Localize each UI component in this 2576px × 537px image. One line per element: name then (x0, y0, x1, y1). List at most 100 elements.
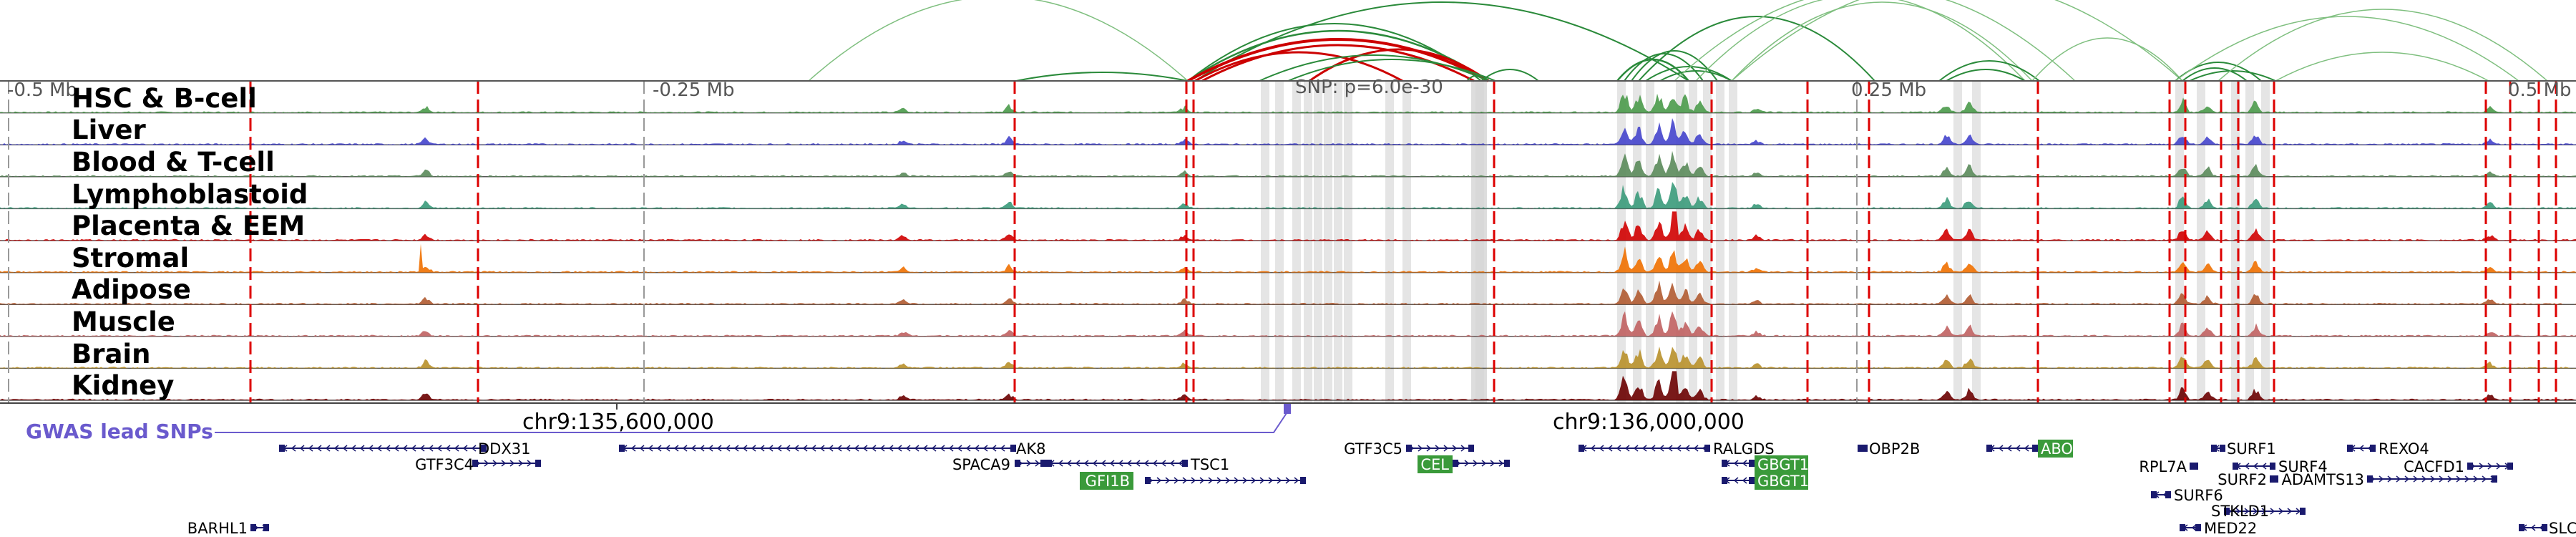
highlight-band (2175, 81, 2184, 403)
gene-strand-arrow (402, 445, 408, 452)
gene-strand-arrow (1667, 445, 1673, 452)
highlight-band (2197, 81, 2205, 403)
track-label-adipose[interactable]: Adipose (72, 274, 191, 305)
highlight-band (1385, 81, 1394, 403)
track-labels: HSC & B-cell Liver Blood & T-cell Lympho… (72, 83, 308, 401)
gene-model[interactable]: OBP2B (1858, 440, 1920, 458)
gene-strand-arrow (2270, 508, 2275, 515)
track-label-liver[interactable]: Liver (72, 115, 146, 145)
gene-exon (1145, 477, 1151, 484)
gene-model[interactable]: ABO (1986, 440, 2073, 458)
gene-label[interactable]: TSC1 (1190, 456, 1229, 473)
gene-model[interactable]: GTF3C4 (415, 456, 541, 473)
gene-model[interactable]: GTF3C5 (1344, 440, 1474, 458)
gene-model[interactable]: STKLD1 (2211, 503, 2306, 520)
gene-model[interactable]: CACFD1 (2404, 458, 2513, 475)
track-label-stromal[interactable]: Stromal (72, 243, 189, 274)
gene-label[interactable]: REXO4 (2379, 440, 2429, 458)
gene-label[interactable]: SURF6 (2174, 487, 2223, 504)
gene-label[interactable]: SURF4 (2278, 458, 2328, 475)
gene-label[interactable]: SURF1 (2227, 440, 2276, 458)
gene-model[interactable]: GBGT1 (1722, 455, 1809, 473)
gene-model[interactable]: TSC1 (1046, 456, 1229, 473)
track-label-lymphoblastoid[interactable]: Lymphoblastoid (72, 179, 308, 210)
gene-strand-arrow (1418, 445, 1423, 452)
chromatin-loop-arc (1259, 54, 1489, 82)
gene-model[interactable]: GBGT1 (1722, 472, 1809, 490)
gene-label[interactable]: AK8 (1016, 440, 1046, 458)
track-label-hsc-bcell[interactable]: HSC & B-cell (72, 83, 257, 114)
gene-strand-arrow (308, 445, 313, 452)
gene-strand-arrow (1659, 445, 1664, 452)
gene-strand-arrow (1026, 460, 1032, 467)
gene-exon (2467, 463, 2473, 470)
gene-label[interactable]: GFI1B (1085, 473, 1130, 490)
gene-label[interactable]: GTF3C5 (1344, 440, 1402, 458)
gene-strand-arrow (1443, 445, 1449, 452)
gene-label[interactable]: BARHL1 (187, 520, 248, 537)
gene-label[interactable]: GBGT1 (1757, 473, 1809, 490)
gene-model[interactable]: RALGDS (1579, 440, 1775, 458)
gene-model[interactable]: RPL7A (2139, 458, 2198, 475)
gene-model[interactable]: SURF6 (2151, 487, 2223, 504)
gene-strand-arrow (2244, 508, 2250, 515)
gene-strand-arrow (1676, 445, 1682, 452)
track-label-blood-tcell[interactable]: Blood & T-cell (72, 147, 275, 178)
gene-strand-arrow (1058, 460, 1063, 467)
track-label-placenta-eem[interactable]: Placenta & EEM (72, 211, 305, 241)
gene-label[interactable]: GBGT1 (1757, 456, 1809, 473)
gene-model[interactable]: SURF2 (2218, 471, 2278, 488)
gene-label[interactable]: SLC2 (2549, 520, 2576, 537)
gene-model[interactable]: AK8 (619, 440, 1046, 458)
gene-strand-arrow (342, 445, 348, 452)
gene-label[interactable]: CACFD1 (2404, 458, 2464, 475)
coordinate-label-left: chr9:135,600,000 (522, 410, 714, 435)
gene-label[interactable]: ABO (2041, 440, 2073, 458)
gene-label[interactable]: SPACA9 (952, 456, 1010, 473)
gene-label[interactable]: SURF2 (2218, 471, 2267, 488)
gene-model[interactable]: BARHL1 (187, 520, 269, 537)
track-label-muscle[interactable]: Muscle (72, 306, 175, 337)
gene-exon (1749, 477, 1755, 484)
gene-strand-arrow (2253, 463, 2258, 470)
gene-label[interactable]: RPL7A (2139, 458, 2187, 475)
gene-label[interactable]: OBP2B (1869, 440, 1920, 458)
gene-label[interactable]: RALGDS (1713, 440, 1775, 458)
gene-model[interactable]: DDX31 (279, 440, 530, 458)
gene-exon (2270, 463, 2275, 470)
gene-label[interactable]: DDX31 (478, 440, 530, 458)
gene-exon (2519, 524, 2524, 531)
gene-model[interactable]: SURF1 (2211, 440, 2276, 458)
gene-model[interactable]: SLC2 (2519, 520, 2576, 537)
gene-exon (472, 460, 478, 467)
gene-label[interactable]: CEL (1420, 456, 1449, 473)
gene-model[interactable]: SPACA9 (952, 456, 1046, 473)
gwas-snp-marker[interactable] (1284, 404, 1291, 414)
gene-strand-arrow (1251, 477, 1257, 484)
gene-strand-arrow (2464, 475, 2470, 483)
gene-exon (2195, 524, 2201, 531)
gene-highlight-box (1755, 472, 1808, 490)
gene-model[interactable]: ADAMTS13 (2281, 471, 2497, 488)
track-signal (0, 371, 2576, 401)
gene-strand-arrow (794, 445, 799, 452)
gene-label[interactable]: STKLD1 (2211, 503, 2269, 520)
gene-model[interactable]: GFI1B (1080, 472, 1306, 490)
gene-model[interactable]: CEL (1418, 455, 1510, 473)
gene-strand-arrow (2430, 475, 2436, 483)
gene-label[interactable]: MED22 (2204, 520, 2257, 537)
track-label-kidney[interactable]: Kidney (72, 370, 174, 401)
gene-exon (2542, 524, 2547, 531)
gene-strand-arrow (428, 445, 434, 452)
ruler-tick-label: 0.5 Mb (2508, 79, 2572, 101)
track-label-brain[interactable]: Brain (72, 339, 150, 369)
track-signal-area (0, 93, 2576, 113)
gene-model[interactable]: SURF4 (2233, 458, 2328, 475)
gene-model[interactable]: MED22 (2180, 520, 2257, 537)
gene-model[interactable]: REXO4 (2347, 440, 2429, 458)
gene-strand-arrow (1169, 460, 1175, 467)
gene-label[interactable]: ADAMTS13 (2281, 471, 2364, 488)
gene-strand-arrow (1624, 445, 1630, 452)
gene-label[interactable]: GTF3C4 (415, 456, 474, 473)
gene-strand-arrow (1490, 460, 1496, 467)
